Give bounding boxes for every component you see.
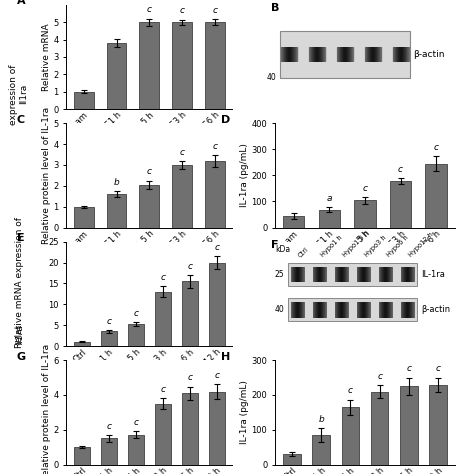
- Text: IL-1ra: IL-1ra: [421, 270, 445, 279]
- Bar: [139, 22, 159, 109]
- Bar: [288, 263, 417, 285]
- Bar: [205, 161, 225, 228]
- Text: Hypo3 h: Hypo3 h: [364, 235, 387, 258]
- Bar: [288, 298, 417, 321]
- Text: c: c: [133, 309, 138, 318]
- Text: c: c: [180, 6, 184, 15]
- Text: c: c: [214, 243, 219, 252]
- Text: c: c: [187, 374, 192, 383]
- Y-axis label: Relative protein level of IL-1ra: Relative protein level of IL-1ra: [42, 107, 51, 244]
- Bar: [107, 43, 127, 109]
- Text: c: c: [377, 372, 382, 381]
- Text: c: c: [212, 142, 218, 151]
- Text: c: c: [398, 165, 403, 174]
- Text: c: c: [160, 385, 165, 394]
- Text: β-actin: β-actin: [414, 50, 445, 59]
- Text: c: c: [106, 317, 111, 326]
- Bar: [283, 454, 301, 465]
- Text: kDa: kDa: [275, 245, 290, 254]
- Bar: [155, 292, 171, 346]
- Bar: [74, 342, 90, 346]
- Text: F: F: [271, 240, 279, 250]
- Text: G: G: [17, 352, 26, 362]
- Bar: [172, 165, 192, 228]
- Y-axis label: Relative mRNA: Relative mRNA: [42, 23, 51, 91]
- Bar: [182, 282, 198, 346]
- Text: 25: 25: [274, 270, 284, 279]
- Y-axis label: IL-1ra (pg/mL): IL-1ra (pg/mL): [240, 381, 249, 444]
- Text: Ctrl: Ctrl: [297, 246, 310, 258]
- Bar: [283, 216, 304, 228]
- Text: c: c: [106, 422, 111, 431]
- Text: Il1ra: Il1ra: [16, 323, 24, 344]
- Text: Relative mRNA expression of: Relative mRNA expression of: [16, 214, 24, 348]
- Bar: [101, 438, 117, 465]
- Bar: [101, 331, 117, 346]
- Bar: [371, 392, 388, 465]
- Bar: [107, 194, 127, 228]
- Bar: [74, 91, 93, 109]
- Text: c: c: [348, 386, 353, 395]
- Text: c: c: [147, 6, 152, 15]
- Bar: [429, 384, 447, 465]
- Bar: [319, 210, 340, 228]
- Bar: [128, 435, 144, 465]
- Text: Hypo1 h: Hypo1 h: [319, 235, 343, 258]
- Y-axis label: Relative protein level of IL-1ra: Relative protein level of IL-1ra: [42, 344, 51, 474]
- Text: c: c: [212, 6, 218, 15]
- Text: b: b: [114, 178, 119, 187]
- Text: expression of 
Il1ra: expression of Il1ra: [9, 62, 28, 125]
- Bar: [280, 31, 410, 78]
- Bar: [139, 185, 159, 228]
- Text: 40: 40: [267, 73, 277, 82]
- Text: 40: 40: [274, 305, 284, 314]
- Text: Hypo1.5 h: Hypo1.5 h: [341, 230, 370, 258]
- Text: c: c: [160, 273, 165, 282]
- Text: B: B: [271, 3, 280, 13]
- Text: c: c: [214, 371, 219, 380]
- Y-axis label: IL-1ra (pg/mL): IL-1ra (pg/mL): [240, 144, 249, 207]
- Text: H: H: [221, 352, 230, 362]
- Text: c: c: [406, 365, 411, 374]
- Bar: [400, 386, 418, 465]
- Bar: [155, 404, 171, 465]
- Text: Hypo6 h: Hypo6 h: [385, 235, 409, 258]
- Text: A: A: [17, 0, 25, 6]
- Bar: [205, 22, 225, 109]
- Text: c: c: [436, 365, 440, 374]
- Text: c: c: [133, 419, 138, 428]
- Bar: [426, 164, 447, 228]
- Text: c: c: [434, 143, 438, 152]
- Text: c: c: [180, 148, 184, 157]
- Bar: [172, 22, 192, 109]
- Bar: [209, 263, 225, 346]
- Text: b: b: [318, 415, 324, 424]
- Text: a: a: [327, 194, 332, 203]
- Bar: [182, 393, 198, 465]
- Bar: [209, 392, 225, 465]
- Bar: [312, 435, 330, 465]
- Bar: [354, 200, 376, 228]
- Text: C: C: [17, 115, 25, 125]
- Bar: [74, 207, 93, 228]
- Text: c: c: [147, 167, 152, 176]
- Text: c: c: [187, 262, 192, 271]
- Text: Hypo12 h: Hypo12 h: [407, 232, 434, 258]
- Bar: [390, 181, 411, 228]
- Text: E: E: [17, 233, 24, 243]
- Text: D: D: [221, 115, 230, 125]
- Text: c: c: [363, 183, 367, 192]
- Bar: [342, 407, 359, 465]
- Bar: [128, 324, 144, 346]
- Bar: [74, 447, 90, 465]
- Text: β-actin: β-actin: [421, 305, 450, 314]
